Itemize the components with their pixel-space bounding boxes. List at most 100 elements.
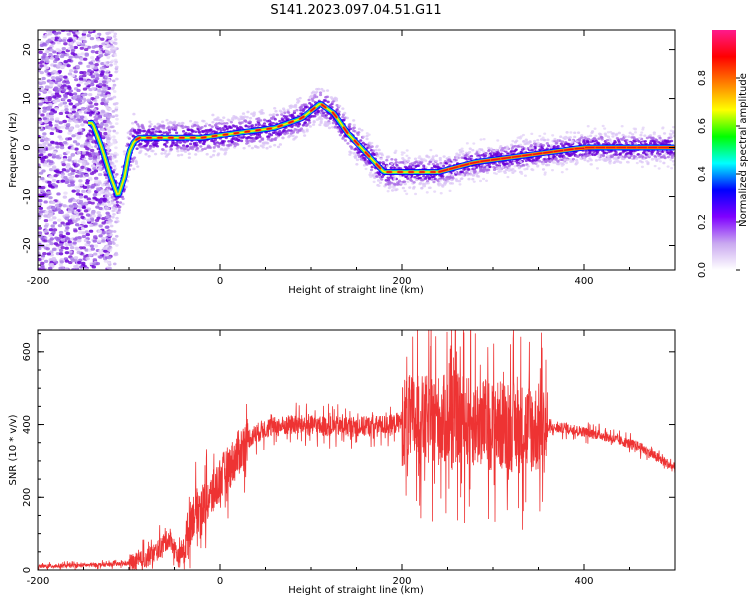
scatter-point bbox=[523, 168, 527, 171]
scatter-point bbox=[80, 165, 85, 169]
scatter-point bbox=[594, 134, 598, 138]
scatter-point bbox=[355, 158, 360, 162]
scatter-point bbox=[387, 178, 391, 182]
scatter-point bbox=[215, 125, 219, 129]
scatter-point bbox=[64, 53, 70, 57]
scatter-point bbox=[406, 177, 410, 180]
scatter-point bbox=[584, 150, 588, 153]
x-tick-label: 0 bbox=[217, 576, 223, 587]
scatter-point bbox=[271, 121, 276, 125]
scatter-point bbox=[195, 143, 199, 147]
scatter-point bbox=[441, 164, 446, 168]
scatter-point bbox=[219, 129, 223, 132]
scatter-point bbox=[587, 137, 591, 141]
scatter-point bbox=[663, 156, 667, 160]
scatter-point bbox=[517, 163, 521, 167]
scatter-point bbox=[56, 98, 61, 103]
scatter-point bbox=[99, 118, 103, 121]
colorbar-ticks: 0.00.20.40.60.8 bbox=[697, 70, 740, 278]
scatter-point bbox=[575, 140, 579, 143]
scatter-point bbox=[48, 102, 53, 106]
scatter-point bbox=[51, 247, 57, 252]
scatter-point bbox=[597, 158, 602, 161]
scatter-point bbox=[280, 110, 284, 114]
scatter-point bbox=[360, 128, 364, 132]
scatter-point bbox=[74, 204, 79, 208]
scatter-point bbox=[49, 112, 55, 116]
scatter-point bbox=[187, 152, 191, 156]
scatter-point bbox=[67, 158, 72, 162]
scatter-point bbox=[69, 245, 75, 250]
scatter-point bbox=[375, 144, 379, 148]
scatter-point bbox=[97, 229, 103, 234]
scatter-point bbox=[96, 211, 101, 215]
scatter-point bbox=[322, 89, 326, 93]
scatter-point bbox=[439, 183, 443, 186]
scatter-point bbox=[38, 212, 41, 216]
scatter-point bbox=[47, 105, 53, 109]
scatter-point bbox=[565, 168, 569, 171]
scatter-point bbox=[562, 156, 567, 159]
scatter-point bbox=[544, 155, 548, 159]
scatter-point bbox=[606, 154, 610, 158]
scatter-point bbox=[91, 112, 95, 115]
scatter-point bbox=[112, 135, 116, 139]
scatter-point bbox=[67, 183, 72, 188]
scatter-point bbox=[67, 240, 72, 244]
scatter-point bbox=[482, 170, 486, 173]
scatter-point bbox=[44, 138, 49, 142]
scatter-point bbox=[553, 139, 557, 143]
scatter-point bbox=[202, 119, 206, 123]
scatter-point bbox=[93, 108, 97, 111]
scatter-point bbox=[519, 143, 523, 146]
scatter-point bbox=[42, 132, 47, 136]
scatter-point bbox=[113, 238, 118, 241]
y-tick-label: 20 bbox=[22, 43, 33, 56]
scatter-point bbox=[90, 50, 96, 54]
ridge-peak-red bbox=[375, 163, 381, 169]
scatter-point bbox=[611, 132, 616, 135]
scatter-point bbox=[543, 173, 547, 176]
scatter-point bbox=[73, 45, 79, 50]
scatter-point bbox=[106, 136, 111, 140]
scatter-point bbox=[535, 161, 539, 164]
scatter-point bbox=[81, 160, 87, 165]
scatter-point bbox=[237, 138, 241, 142]
scatter-point bbox=[372, 180, 376, 184]
scatter-point bbox=[244, 124, 248, 128]
ridge-peak-red bbox=[310, 107, 316, 112]
scatter-point bbox=[382, 164, 386, 167]
scatter-point bbox=[640, 131, 644, 134]
scatter-point bbox=[390, 186, 394, 189]
scatter-point bbox=[77, 260, 82, 265]
scatter-point bbox=[144, 152, 148, 156]
scatter-point bbox=[482, 150, 486, 153]
scatter-point bbox=[611, 135, 615, 138]
scatter-point bbox=[476, 171, 480, 175]
scatter-point bbox=[609, 130, 613, 134]
scatter-point bbox=[101, 128, 105, 132]
scatter-point bbox=[325, 116, 329, 120]
scatter-point bbox=[105, 230, 109, 234]
scatter-point bbox=[224, 148, 228, 152]
colorbar-tick-label: 0.4 bbox=[697, 166, 708, 182]
scatter-point bbox=[560, 164, 564, 167]
scatter-point bbox=[338, 104, 342, 108]
scatter-point bbox=[658, 160, 662, 163]
scatter-point bbox=[380, 178, 384, 181]
scatter-point bbox=[628, 131, 632, 135]
scatter-point bbox=[307, 118, 311, 122]
scatter-point bbox=[40, 176, 45, 181]
scatter-point bbox=[421, 184, 425, 188]
scatter-point bbox=[46, 206, 51, 210]
scatter-point bbox=[81, 205, 87, 210]
scatter-point bbox=[72, 219, 78, 224]
scatter-point bbox=[131, 121, 135, 125]
scatter-point bbox=[550, 168, 554, 172]
scatter-point bbox=[80, 43, 86, 47]
scatter-point bbox=[64, 217, 70, 221]
scatter-point bbox=[84, 52, 89, 56]
scatter-point bbox=[90, 145, 94, 149]
scatter-point bbox=[58, 230, 64, 235]
